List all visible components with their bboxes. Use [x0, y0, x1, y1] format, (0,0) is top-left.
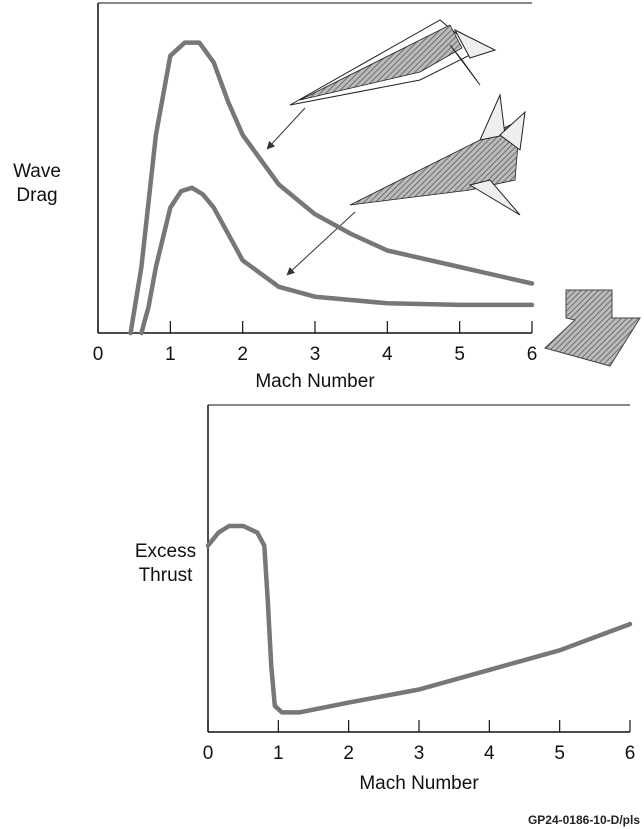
y-axis-label: Wave Drag [13, 161, 61, 206]
x-axis-label: Mach Number [359, 773, 479, 794]
pointer-arrow [266, 107, 306, 150]
x-tick-label: 1 [165, 344, 176, 365]
data-line [128, 40, 535, 336]
x-tick-label: 0 [93, 344, 104, 365]
x-tick-label: 5 [554, 743, 565, 764]
x-tick-label: 6 [625, 743, 636, 764]
x-tick-label: 3 [414, 743, 425, 764]
aircraft-2 [349, 93, 526, 216]
x-tick-label: 6 [527, 344, 538, 365]
y-axis-label: Excess Thrust [134, 541, 197, 586]
x-axis-label: Mach Number [255, 371, 375, 392]
x-tick-label: 0 [203, 743, 214, 764]
x-tick-label: 4 [484, 743, 495, 764]
transition-arrow [544, 289, 641, 367]
data-line [205, 523, 633, 715]
x-tick-label: 3 [310, 344, 321, 365]
x-tick-label: 4 [382, 344, 393, 365]
aircraft-1 [289, 19, 497, 106]
data-line [139, 185, 535, 336]
x-tick-label: 1 [273, 743, 284, 764]
footer: GP24-0186-10-D/pls [527, 813, 640, 827]
pointer-arrow [286, 211, 356, 276]
x-tick-label: 5 [454, 344, 465, 365]
x-tick-label: 2 [237, 344, 248, 365]
x-tick-label: 2 [343, 743, 354, 764]
